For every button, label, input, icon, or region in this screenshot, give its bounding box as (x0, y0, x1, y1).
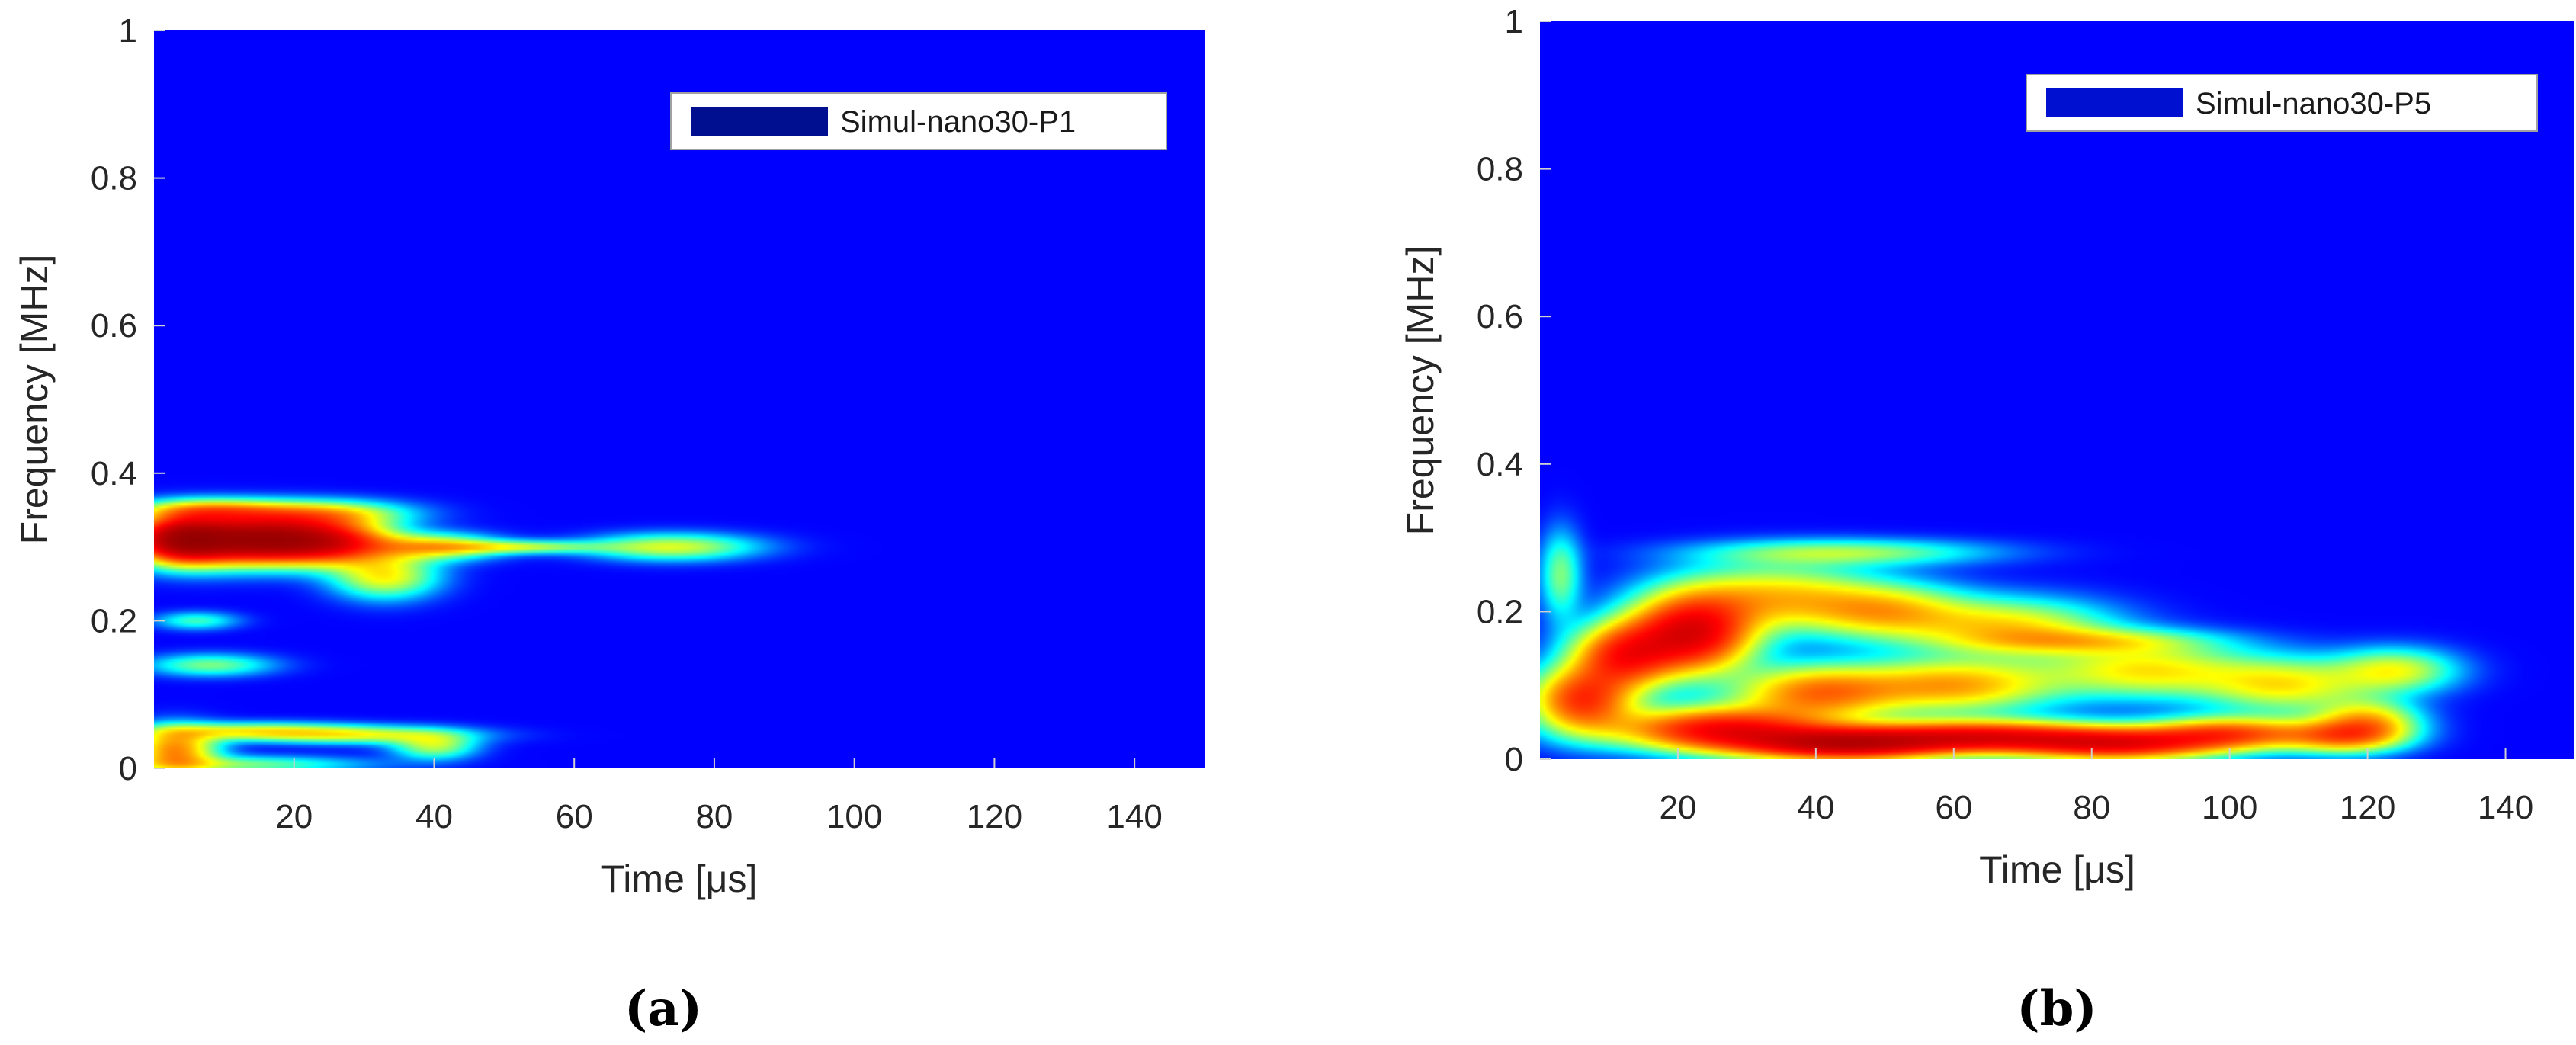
panel-b: 20 40 60 80 100 120 140 0 0.2 0.4 0.6 0.8 1 Simul-n… (1399, 3, 2574, 1037)
y-tick-label: 0.2 (91, 602, 137, 640)
x-tick-label: 140 (2478, 789, 2533, 826)
x-tick-label: 60 (556, 798, 593, 835)
legend-box-b (2026, 74, 2538, 132)
y-ticks-a: 0 0.2 0.4 0.6 0.8 1 (91, 12, 165, 787)
x-tick-label: 40 (1797, 789, 1834, 826)
x-axis-label-a: Time [μs] (601, 857, 758, 900)
panel-caption-b: (b) (2016, 980, 2096, 1037)
y-tick-label: 0.6 (91, 307, 137, 345)
x-tick-label: 20 (1659, 789, 1696, 826)
legend-label-b: Simul-nano30-P5 (2196, 87, 2431, 120)
x-ticks-b: 20 40 60 80 100 120 140 (1659, 748, 2533, 826)
legend-swatch-b (2046, 88, 2183, 117)
legend-swatch-a (691, 107, 828, 136)
x-tick-label: 100 (2202, 789, 2257, 826)
y-tick-label: 0 (1505, 741, 1523, 778)
x-tick-label: 100 (826, 798, 882, 835)
x-tick-label: 120 (967, 798, 1022, 835)
legend-b: Simul-nano30-P5 (2026, 74, 2538, 132)
y-tick-label: 0 (119, 750, 137, 787)
y-tick-label: 1 (119, 12, 137, 50)
x-tick-label: 80 (695, 798, 733, 835)
x-tick-label: 60 (1935, 789, 1972, 826)
spectrogram-b (1540, 21, 2574, 759)
legend-a: Simul-nano30-P1 (670, 92, 1167, 150)
y-tick-label: 0.2 (1477, 593, 1523, 630)
y-tick-label: 0.4 (1477, 446, 1523, 483)
x-tick-label: 120 (2340, 789, 2395, 826)
x-ticks-a: 20 40 60 80 100 120 140 (275, 758, 1163, 835)
y-tick-label: 0.8 (1477, 151, 1523, 188)
spectrogram-a (154, 30, 1205, 768)
x-axis-label-b: Time [μs] (1979, 848, 2135, 891)
y-axis-label-a: Frequency [MHz] (13, 255, 56, 545)
y-tick-label: 0.4 (91, 455, 137, 492)
y-tick-label: 0.8 (91, 160, 137, 197)
panel-caption-a: (a) (624, 980, 702, 1037)
y-ticks-b: 0 0.2 0.4 0.6 0.8 1 (1477, 3, 1551, 778)
panel-a: 20 40 60 80 100 120 140 0 0.2 0.4 0.6 0.8 1 Simul-n… (13, 12, 1205, 1037)
x-tick-label: 40 (415, 798, 453, 835)
x-tick-label: 140 (1106, 798, 1162, 835)
y-tick-label: 0.6 (1477, 298, 1523, 335)
x-tick-label: 20 (275, 798, 313, 835)
x-tick-label: 80 (2073, 789, 2110, 826)
y-axis-label-b: Frequency [MHz] (1399, 245, 1442, 536)
legend-label-a: Simul-nano30-P1 (840, 105, 1076, 139)
y-tick-label: 1 (1505, 3, 1523, 40)
